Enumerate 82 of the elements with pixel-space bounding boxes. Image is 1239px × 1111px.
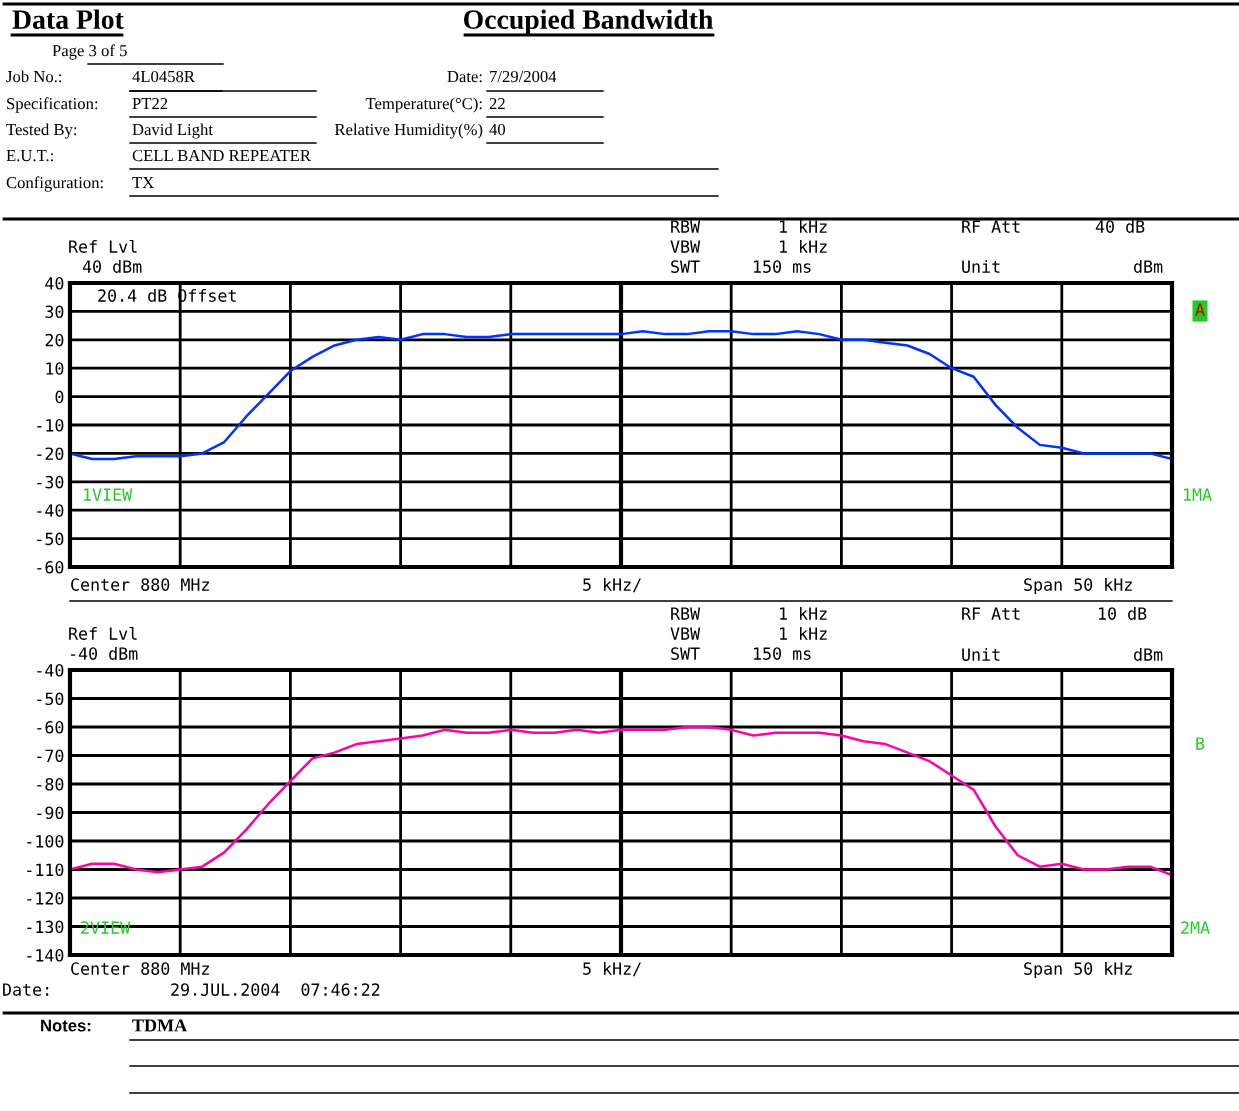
y-tick-label: -60 <box>37 561 64 574</box>
text: dBm <box>1134 259 1163 273</box>
y-tick-label: -50 <box>37 692 64 706</box>
text: Date: <box>3 983 49 996</box>
text: 40 dBm <box>82 259 142 273</box>
text: PT22 <box>132 97 168 110</box>
y-tick-label: -100 <box>27 835 64 848</box>
text: E.U.T.: <box>6 150 53 162</box>
text: Span 50 kHz <box>1024 961 1132 979</box>
y-tick-label: -80 <box>37 778 64 791</box>
text: Center 880 MHz <box>71 962 209 975</box>
y-tick-label: 30 <box>45 305 64 319</box>
text: B <box>1196 737 1205 750</box>
y-tick-label: -40 <box>37 664 64 677</box>
y-tick-label: -10 <box>37 419 64 432</box>
text: TX <box>132 177 154 189</box>
text: 1MA <box>1184 488 1212 501</box>
y-tick-label: 0 <box>55 390 64 404</box>
text: Date: <box>447 71 482 83</box>
text: SWT <box>671 260 700 273</box>
text: 1 kHz <box>780 626 827 640</box>
y-tick-label: -40 <box>37 504 64 517</box>
y-tick-label: -130 <box>27 920 64 934</box>
text: dBm <box>1134 647 1163 661</box>
y-tick-label: -30 <box>37 475 64 489</box>
text: Tested By: <box>6 123 77 139</box>
text: 150 ms <box>754 647 811 660</box>
text: RF Att <box>962 607 1020 620</box>
y-tick-label: -20 <box>37 447 64 461</box>
text: 1 kHz <box>780 219 827 233</box>
text: 40 <box>489 123 506 136</box>
y-tick-label: -90 <box>37 806 64 820</box>
y-tick-label: -70 <box>37 749 64 763</box>
line-series <box>70 725 1172 877</box>
y-tick-label: -140 <box>27 949 64 962</box>
text: Temperature(°C): <box>365 97 482 113</box>
text: 7/29/2004 <box>490 70 557 83</box>
y-tick-label: -120 <box>27 892 64 905</box>
text: 29.JUL.2004 07:46:22 <box>171 983 380 996</box>
text: Data Plot <box>12 9 124 29</box>
text: TDMA <box>132 1019 188 1032</box>
text: -40 dBm <box>70 646 138 660</box>
text: Page 3 of 5 <box>52 44 127 60</box>
text: A <box>1195 303 1205 316</box>
text: Configuration: <box>6 176 103 192</box>
text: 5 kHz/ <box>583 961 641 977</box>
text: RBW <box>671 607 701 620</box>
text: 40 dB <box>1095 219 1145 233</box>
text: RBW <box>671 220 701 233</box>
text: Span 50 kHz <box>1024 577 1132 595</box>
text: Job No.: <box>6 70 62 83</box>
y-tick-label: -110 <box>27 863 64 877</box>
y-tick-label: 10 <box>46 362 64 375</box>
text: SWT <box>671 647 700 660</box>
text: Ref Lvl <box>69 626 137 640</box>
text: 2MA <box>1181 921 1210 934</box>
text: VBW <box>670 627 701 640</box>
text: Unit <box>962 647 1000 661</box>
text: David Light <box>132 123 213 139</box>
text: Relative Humidity(%) <box>334 123 483 139</box>
text: 1 kHz <box>780 239 827 253</box>
text: 4L0458R <box>132 70 195 83</box>
text: CELL BAND REPEATER <box>132 149 311 162</box>
text: VBW <box>670 240 701 253</box>
text: 150 ms <box>754 260 811 273</box>
text: Ref Lvl <box>69 239 137 253</box>
text: 10 dB <box>1099 606 1147 620</box>
text: RF Att <box>962 220 1020 233</box>
y-tick-label: 20 <box>45 333 64 347</box>
annotation: 1VIEW <box>84 488 133 501</box>
text: 1 kHz <box>780 606 827 620</box>
text: Unit <box>962 259 1000 273</box>
y-tick-label: -50 <box>37 532 64 546</box>
text: Specification: <box>7 97 98 113</box>
text: 22 <box>489 97 505 110</box>
chart-title: Occupied Bandwidth <box>463 9 714 35</box>
line-series <box>70 330 1172 461</box>
y-tick-label: 40 <box>45 277 64 290</box>
y-tick-label: -60 <box>37 721 64 734</box>
text: Center 880 MHz <box>71 578 209 591</box>
text: 5 kHz/ <box>583 577 641 593</box>
text: Notes: <box>41 1019 91 1032</box>
